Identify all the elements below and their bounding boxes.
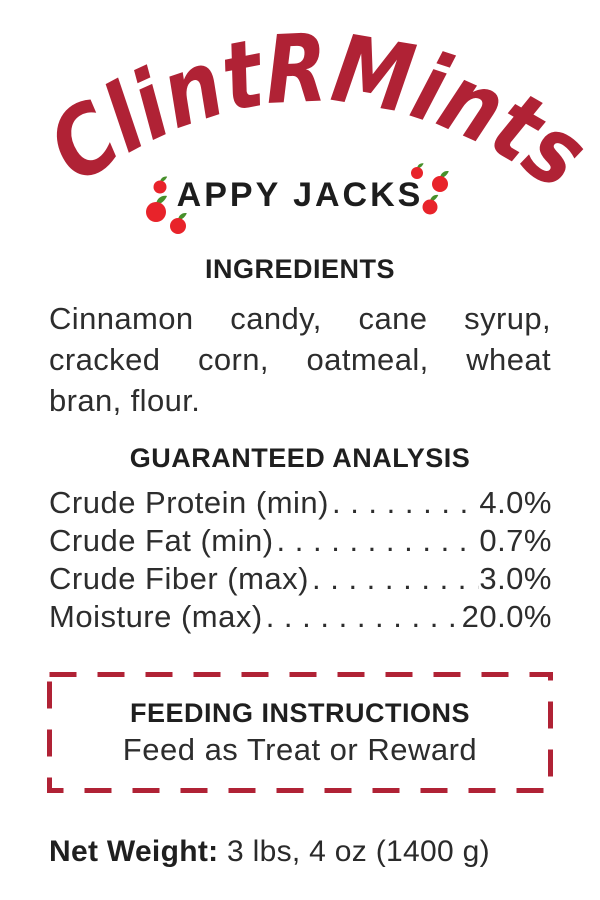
feeding-border (47, 672, 553, 793)
analysis-value: 3.0% (479, 561, 552, 596)
analysis-row: Crude Fiber (max) . . . . . . . . . . . … (49, 560, 552, 598)
apple-icon (170, 213, 187, 234)
net-weight-value: 3 lbs, 4 oz (1400 g) (227, 835, 490, 868)
analysis-value: 0.7% (479, 523, 552, 558)
analysis-row: Moisture (max) . . . . . . . . . . . . .… (49, 598, 552, 636)
brand-subtitle: APPY JACKS (176, 176, 424, 214)
analysis-row: Crude Fat (min) . . . . . . . . . . . . … (49, 522, 552, 560)
feeding-text: Feed as Treat or Reward (122, 732, 478, 767)
analysis-value: 4.0% (479, 485, 552, 520)
analysis-table: Crude Protein (min) . . . . . . . . . . … (49, 484, 552, 636)
analysis-label: Crude Fiber (max) (49, 561, 309, 596)
dashed-border (47, 672, 553, 793)
ingredient-line: cracked corn, oatmeal, wheat (49, 342, 551, 377)
dot-leader: . . . . . . . . . . . . . . . . . . . . (265, 599, 462, 634)
net-weight: Net Weight: 3 lbs, 4 oz (1400 g) (49, 837, 560, 867)
feeding-box: FEEDING INSTRUCTIONS Feed as Treat or Re… (47, 672, 553, 793)
brand-logo: ClintRMints (30, 14, 600, 234)
ingredients-text: Cinnamon candy, cane syrup, cracked corn… (49, 298, 551, 421)
brand-header: ClintRMints APPY JACKS (0, 0, 600, 242)
ingredient-line: Cinnamon candy, cane syrup, (49, 301, 551, 336)
ingredients-heading: INGREDIENTS (204, 254, 396, 284)
analysis-label: Moisture (max) (49, 599, 263, 634)
dot-leader: . . . . . . . . . . . . . . . . . . . . (331, 485, 479, 520)
analysis-value: 20.0% (461, 599, 552, 634)
analysis-label: Crude Protein (min) (49, 485, 329, 520)
dot-leader: . . . . . . . . . . . . . . . . . . . . (276, 523, 480, 558)
feeding-heading: FEEDING INSTRUCTIONS (129, 698, 470, 728)
analysis-row: Crude Protein (min) . . . . . . . . . . … (49, 484, 552, 522)
dot-leader: . . . . . . . . . . . . . . . . . . . . (312, 561, 479, 596)
net-weight-label: Net Weight: (49, 835, 219, 868)
analysis-heading: GUARANTEED ANALYSIS (129, 443, 471, 473)
analysis-label: Crude Fat (min) (49, 523, 274, 558)
ingredient-line: bran, flour. (49, 383, 201, 418)
